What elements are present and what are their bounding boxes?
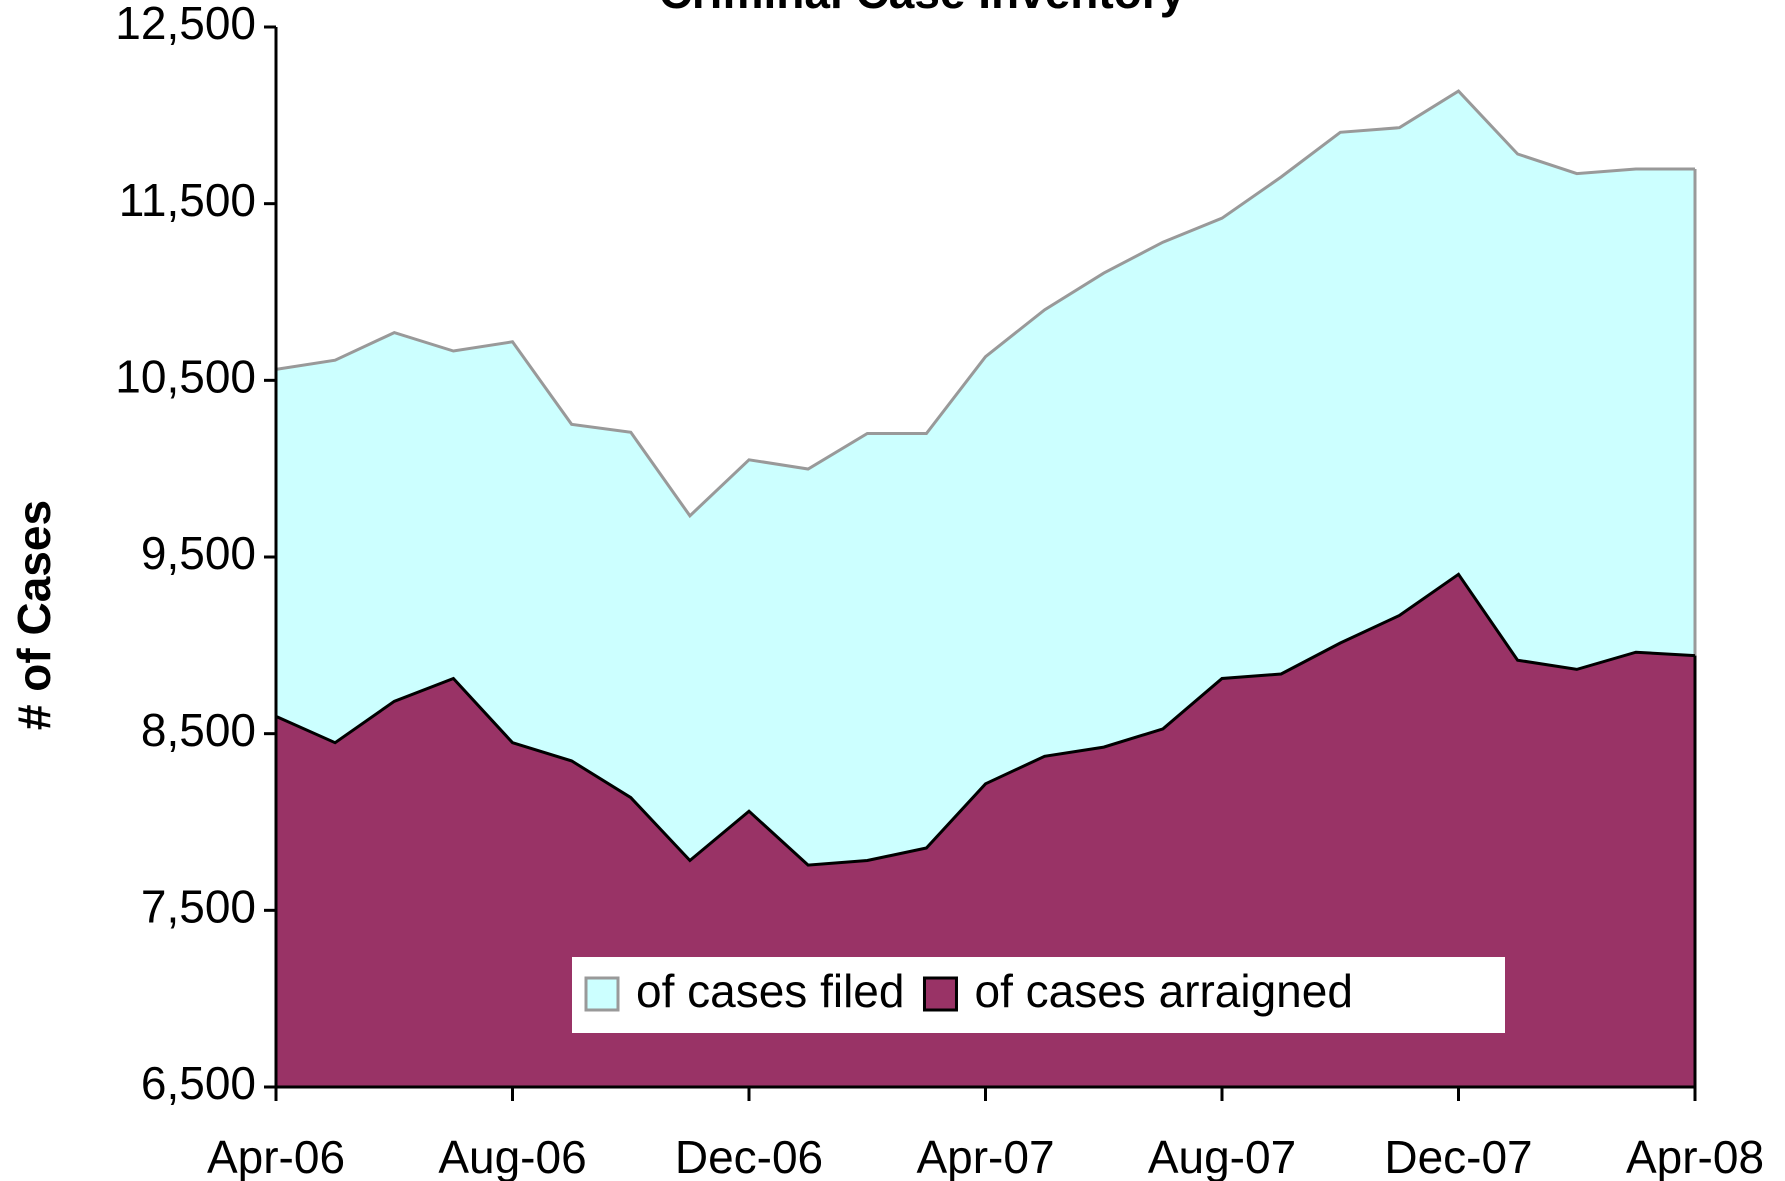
x-tick-label: Apr-08 bbox=[1626, 1131, 1764, 1181]
legend-swatch bbox=[584, 976, 620, 1012]
legend-swatch bbox=[922, 976, 958, 1012]
x-tick-label: Dec-06 bbox=[675, 1131, 823, 1181]
area-line bbox=[275, 572, 1696, 867]
chart-title: Criminal Case Inventory bbox=[659, 0, 1186, 18]
y-tick-label: 6,500 bbox=[141, 1057, 256, 1109]
y-tick-label: 7,500 bbox=[141, 880, 256, 932]
x-tick-label: Apr-06 bbox=[207, 1131, 345, 1181]
y-tick-label: 12,500 bbox=[115, 0, 256, 49]
legend-label: of cases filed bbox=[636, 965, 904, 1017]
x-tick-label: Apr-07 bbox=[916, 1131, 1054, 1181]
y-tick-label: 10,500 bbox=[115, 350, 256, 402]
y-tick-label: 8,500 bbox=[141, 704, 256, 756]
y-axis-label: # of Cases bbox=[8, 500, 60, 730]
x-tick-label: Dec-07 bbox=[1384, 1131, 1532, 1181]
legend-label: of cases arraigned bbox=[974, 965, 1352, 1017]
x-tick-label: Aug-06 bbox=[438, 1131, 586, 1181]
x-tick-label: Aug-07 bbox=[1148, 1131, 1296, 1181]
y-tick-label: 11,500 bbox=[119, 174, 256, 226]
y-tick-label: 9,500 bbox=[141, 527, 256, 579]
legend-box bbox=[572, 957, 1505, 1033]
area-line bbox=[275, 89, 1695, 519]
